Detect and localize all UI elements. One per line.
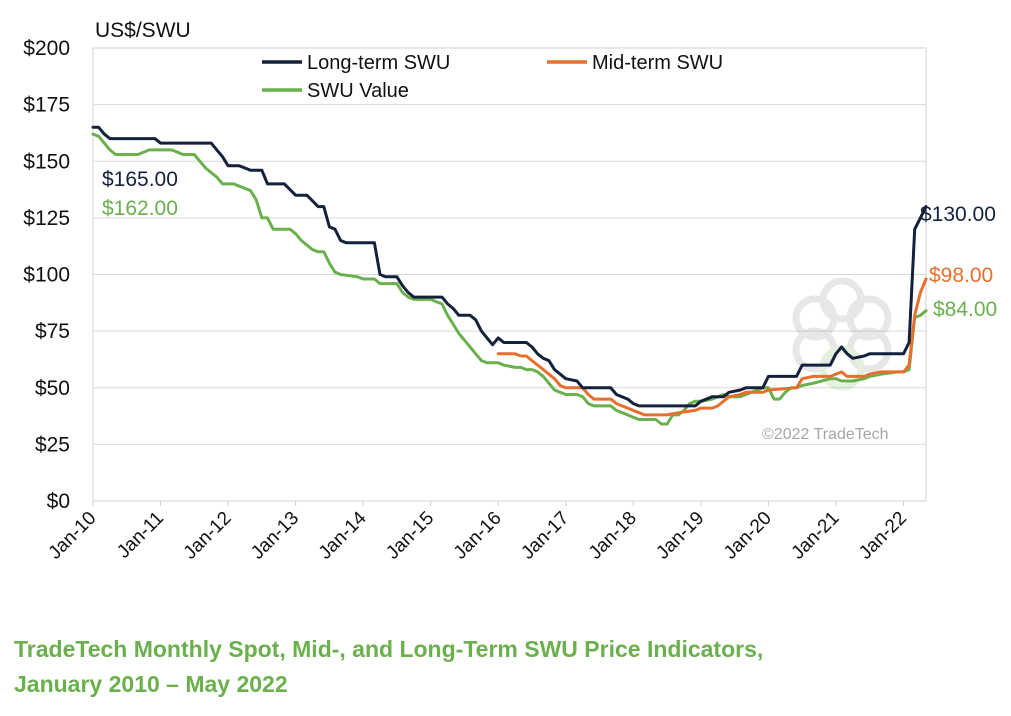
x-tick-label: Jan-12	[180, 508, 236, 564]
watermark-petal	[819, 277, 865, 323]
tradetech-watermark-logo	[792, 277, 892, 391]
annotation-mid-term-end: $98.00	[929, 264, 993, 287]
watermark-petal	[792, 295, 838, 341]
swu-price-chart: $0$25$50$75$100$125$150$175$200 Jan-10 Ja…	[23, 19, 997, 564]
x-tick-label: Jan-20	[720, 508, 776, 564]
x-tick-label: Jan-22	[855, 508, 911, 564]
y-tick-label: $100	[23, 264, 70, 287]
x-tick-label: Jan-16	[450, 508, 506, 564]
x-tick-label: Jan-10	[45, 508, 101, 564]
annotation-long-term-start: $165.00	[102, 168, 178, 191]
legend-label-swu-value: SWU Value	[307, 80, 409, 102]
x-tick-label: Jan-11	[113, 508, 168, 563]
legend-label-long-term: Long-term SWU	[307, 52, 450, 74]
series-lines	[91, 125, 928, 426]
caption-line-1: TradeTech Monthly Spot, Mid-, and Long-T…	[14, 636, 764, 662]
gridlines	[93, 104, 926, 445]
y-tick-label: $150	[23, 150, 70, 173]
x-tick-label: Jan-15	[382, 508, 438, 564]
series-line-mid-term-swu	[496, 277, 928, 417]
watermark-petal	[846, 327, 892, 373]
x-tick-label: Jan-17	[517, 508, 573, 564]
y-axis-label: US$/SWU	[95, 19, 191, 42]
x-tick-label: Jan-21	[788, 508, 844, 564]
chart-caption: TradeTech Monthly Spot, Mid-, and Long-T…	[14, 632, 974, 702]
y-tick-label: $175	[23, 94, 70, 117]
annotation-swu-value-end: $84.00	[933, 298, 997, 321]
x-tick-label: Jan-18	[585, 508, 641, 564]
x-tick-label: Jan-14	[315, 507, 371, 563]
y-tick-label: $25	[35, 433, 70, 456]
watermark-petal	[846, 295, 892, 341]
x-tick-label: Jan-19	[652, 508, 708, 564]
x-tick-label: Jan-13	[247, 508, 303, 564]
y-tick-label: $75	[35, 320, 70, 343]
caption-line-2: January 2010 – May 2022	[14, 671, 288, 697]
legend-label-mid-term: Mid-term SWU	[592, 52, 723, 74]
x-axis-ticks: Jan-10 Jan-11 Jan-12 Jan-13 Jan-14 Jan-15 Jan-…	[45, 501, 911, 564]
watermark-petal	[792, 327, 838, 373]
annotation-swu-value-start: $162.00	[102, 197, 178, 220]
annotation-long-term-end: $130.00	[920, 203, 996, 226]
series-line-swu-value	[91, 132, 928, 426]
y-axis-ticks: $0 $25 $50 $75 $100 $125 $150 $175 $200	[23, 37, 70, 513]
y-tick-label: $50	[35, 377, 70, 400]
y-tick-label: $200	[23, 37, 70, 60]
legend: Long-term SWU Mid-term SWU SWU Value	[262, 52, 723, 102]
series-line-long-term-swu	[91, 125, 928, 408]
y-tick-label: $0	[47, 490, 70, 513]
y-tick-label: $125	[23, 207, 70, 230]
copyright-watermark: ©2022 TradeTech	[762, 426, 889, 443]
